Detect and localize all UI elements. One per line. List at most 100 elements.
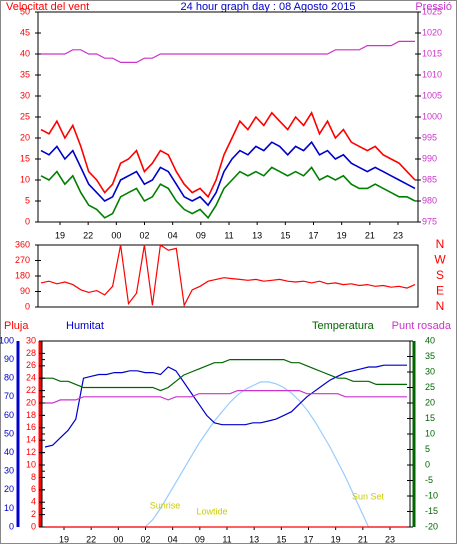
- chart-title: 24 hour graph day : 08 Agosto 2015: [181, 1, 356, 13]
- tick-label: 995: [422, 132, 437, 142]
- x-tick-label: 04: [168, 230, 178, 240]
- tick-label: 30: [4, 466, 14, 476]
- annotation: Sun Set: [352, 491, 385, 501]
- tick-label: 6: [31, 484, 36, 494]
- tick-label: 1010: [422, 69, 442, 79]
- tick-label: 975: [422, 216, 437, 226]
- tick-label: 16: [26, 422, 36, 432]
- x-tick-label: 21: [358, 534, 368, 544]
- tick-label: 990: [422, 153, 437, 163]
- tick-label: 35: [20, 69, 30, 79]
- tick-label: 25: [20, 111, 30, 121]
- tick-label: 1005: [422, 90, 442, 100]
- tick-label: 14: [26, 435, 36, 445]
- tick-label: 2: [31, 509, 36, 519]
- tick-label: 80: [4, 373, 14, 383]
- tick-label: 10: [4, 503, 14, 513]
- legend-rain: Pluja: [4, 320, 29, 332]
- legend-temperature: Temperatura: [312, 320, 375, 332]
- tick-label: 24: [26, 373, 36, 383]
- x-tick-label: 22: [83, 230, 93, 240]
- tick-label: 0: [25, 301, 30, 311]
- series-line: [40, 140, 416, 207]
- tick-label: 40: [4, 447, 14, 457]
- series-line: [40, 166, 416, 220]
- tick-label: 0: [31, 521, 36, 531]
- tick-label: 20: [26, 397, 36, 407]
- tick-label: 26: [26, 360, 36, 370]
- tick-label: -5: [425, 475, 433, 485]
- x-tick-label: 02: [139, 230, 149, 240]
- x-tick-label: 09: [196, 230, 206, 240]
- tick-label: 70: [4, 391, 14, 401]
- tick-label: -20: [425, 521, 438, 531]
- x-tick-label: 15: [276, 534, 286, 544]
- tick-label: 1000: [422, 111, 442, 121]
- tick-label: 25: [425, 382, 435, 392]
- x-tick-label: 19: [331, 534, 341, 544]
- tick-label: 28: [26, 348, 36, 358]
- tick-label: 20: [4, 484, 14, 494]
- annotation: Lowtide: [196, 506, 227, 516]
- x-tick-label: 02: [140, 534, 150, 544]
- tick-label: 15: [20, 153, 30, 163]
- tick-label: 980: [422, 195, 437, 205]
- tick-label: 0: [425, 459, 430, 469]
- tick-label: 12: [26, 447, 36, 457]
- tick-label: 22: [26, 385, 36, 395]
- tick-label: 15: [425, 413, 435, 423]
- tick-label: 45: [20, 27, 30, 37]
- series-line: [44, 364, 407, 448]
- tick-label: 10: [20, 174, 30, 184]
- tick-label: N: [436, 299, 445, 313]
- tick-label: 90: [4, 354, 14, 364]
- x-tick-label: 15: [280, 230, 290, 240]
- legend-humidity: Humitat: [66, 320, 104, 332]
- tick-label: 1015: [422, 48, 442, 58]
- x-tick-label: 19: [337, 230, 347, 240]
- x-tick-label: 19: [55, 230, 65, 240]
- series-line: [40, 243, 416, 308]
- tick-label: 100: [0, 335, 14, 345]
- tick-label: 20: [425, 397, 435, 407]
- annotation: Sunrise: [150, 500, 181, 510]
- x-tick-label: 04: [168, 534, 178, 544]
- tick-label: 8: [31, 472, 36, 482]
- tick-label: 30: [425, 366, 435, 376]
- tick-label: 4: [31, 497, 36, 507]
- tick-label: 180: [15, 270, 30, 280]
- tick-label: 270: [15, 255, 30, 265]
- tick-label: W: [434, 253, 446, 267]
- tick-label: 5: [425, 444, 430, 454]
- tick-label: 18: [26, 410, 36, 420]
- tick-label: 1020: [422, 27, 442, 37]
- x-tick-label: 09: [195, 534, 205, 544]
- x-tick-label: 11: [224, 230, 233, 240]
- tick-label: S: [436, 268, 444, 282]
- tick-label: 360: [15, 239, 30, 249]
- tick-label: 0: [9, 521, 14, 531]
- x-tick-label: 19: [59, 534, 69, 544]
- wind-label: Velocitat del vent: [6, 1, 89, 13]
- tick-label: N: [436, 237, 445, 251]
- x-tick-label: 23: [393, 230, 403, 240]
- tick-label: 50: [20, 6, 30, 16]
- tick-label: 30: [26, 335, 36, 345]
- tick-label: 40: [425, 335, 435, 345]
- tick-label: 985: [422, 174, 437, 184]
- x-tick-label: 11: [222, 534, 231, 544]
- tick-label: 40: [20, 48, 30, 58]
- x-tick-label: 00: [111, 230, 121, 240]
- tick-label: 60: [4, 410, 14, 420]
- tick-label: 30: [20, 90, 30, 100]
- series-line: [41, 40, 415, 63]
- tick-label: -15: [425, 506, 438, 516]
- legend-dewpoint: Punt rosada: [392, 320, 452, 332]
- x-tick-label: 17: [303, 534, 313, 544]
- tick-label: 35: [425, 351, 435, 361]
- x-tick-label: 23: [385, 534, 395, 544]
- x-tick-label: 00: [113, 534, 123, 544]
- tick-label: 50: [4, 428, 14, 438]
